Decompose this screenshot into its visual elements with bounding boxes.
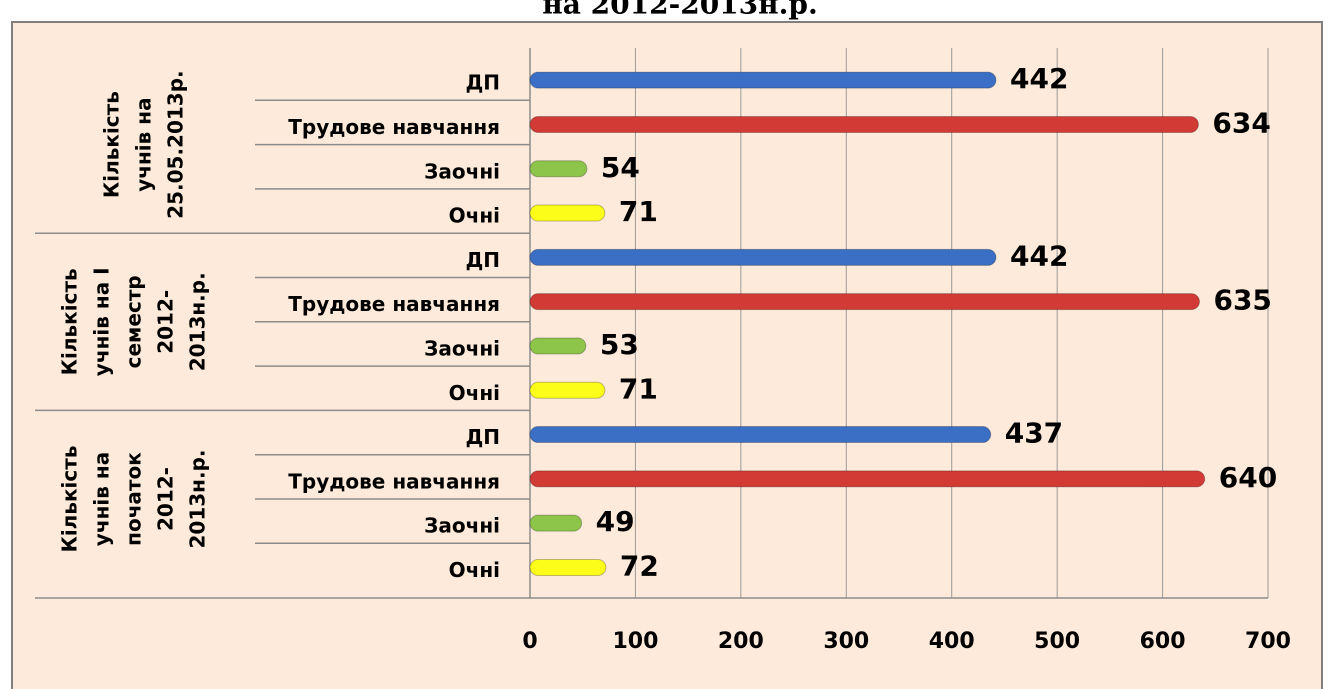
group-label: 25.05.2013р. — [164, 70, 188, 218]
group-label: Кількість — [58, 445, 82, 552]
category-label: Очні — [449, 204, 500, 228]
value-label: 53 — [600, 328, 639, 361]
category-label: Трудове навчання — [288, 469, 500, 493]
value-label: 71 — [619, 372, 658, 405]
group-label: Кількість — [100, 91, 124, 198]
group-label: учнів на І — [90, 267, 114, 376]
group-label: 2012- — [154, 290, 178, 354]
bar — [529, 160, 588, 178]
value-label: 437 — [1005, 417, 1063, 450]
x-tick-label: 700 — [1245, 629, 1291, 654]
bar — [529, 115, 1199, 133]
category-label: ДП — [465, 248, 500, 272]
x-tick-label: 400 — [929, 629, 975, 654]
category-label: Заочні — [424, 514, 500, 538]
category-label: Трудове навчання — [288, 115, 500, 139]
bar — [529, 293, 1200, 311]
value-label: 54 — [601, 151, 640, 184]
group-label: 2012- — [154, 467, 178, 531]
x-tick-label: 200 — [718, 629, 764, 654]
category-label: Трудове навчання — [288, 292, 500, 316]
group-label: 2013н.р. — [186, 450, 210, 549]
category-label: Очні — [449, 381, 500, 405]
x-tick-label: 0 — [522, 629, 537, 654]
chart-title: на 2012-2013н.р. — [542, 0, 817, 21]
bar — [529, 426, 992, 444]
chart-frame — [11, 21, 1323, 689]
value-label: 442 — [1010, 62, 1068, 95]
bar — [529, 71, 997, 89]
value-label: 634 — [1212, 106, 1270, 139]
group-label: учнів на — [132, 97, 156, 191]
group-label: учнів на — [90, 452, 114, 546]
x-tick-label: 300 — [823, 629, 869, 654]
group-label: 2013н.р. — [186, 272, 210, 371]
value-label: 640 — [1219, 461, 1277, 494]
bar — [529, 470, 1206, 488]
bar — [529, 514, 583, 532]
bar — [529, 204, 606, 222]
category-label: Очні — [449, 558, 500, 582]
bar — [529, 558, 607, 576]
x-tick-label: 500 — [1034, 629, 1080, 654]
bar — [529, 337, 587, 355]
bar — [529, 381, 606, 399]
value-label: 49 — [596, 505, 635, 538]
value-label: 71 — [619, 195, 658, 228]
bar — [529, 248, 997, 266]
category-label: ДП — [465, 425, 500, 449]
group-label: початок — [122, 452, 146, 546]
group-label: семестр — [122, 275, 146, 368]
value-label: 442 — [1010, 239, 1068, 272]
x-tick-label: 100 — [612, 629, 658, 654]
group-label: Кількість — [58, 268, 82, 375]
x-tick-label: 600 — [1140, 629, 1186, 654]
value-label: 635 — [1213, 284, 1271, 317]
category-label: ДП — [465, 71, 500, 95]
category-label: Заочні — [424, 159, 500, 183]
value-label: 72 — [620, 549, 659, 582]
category-label: Заочні — [424, 336, 500, 360]
